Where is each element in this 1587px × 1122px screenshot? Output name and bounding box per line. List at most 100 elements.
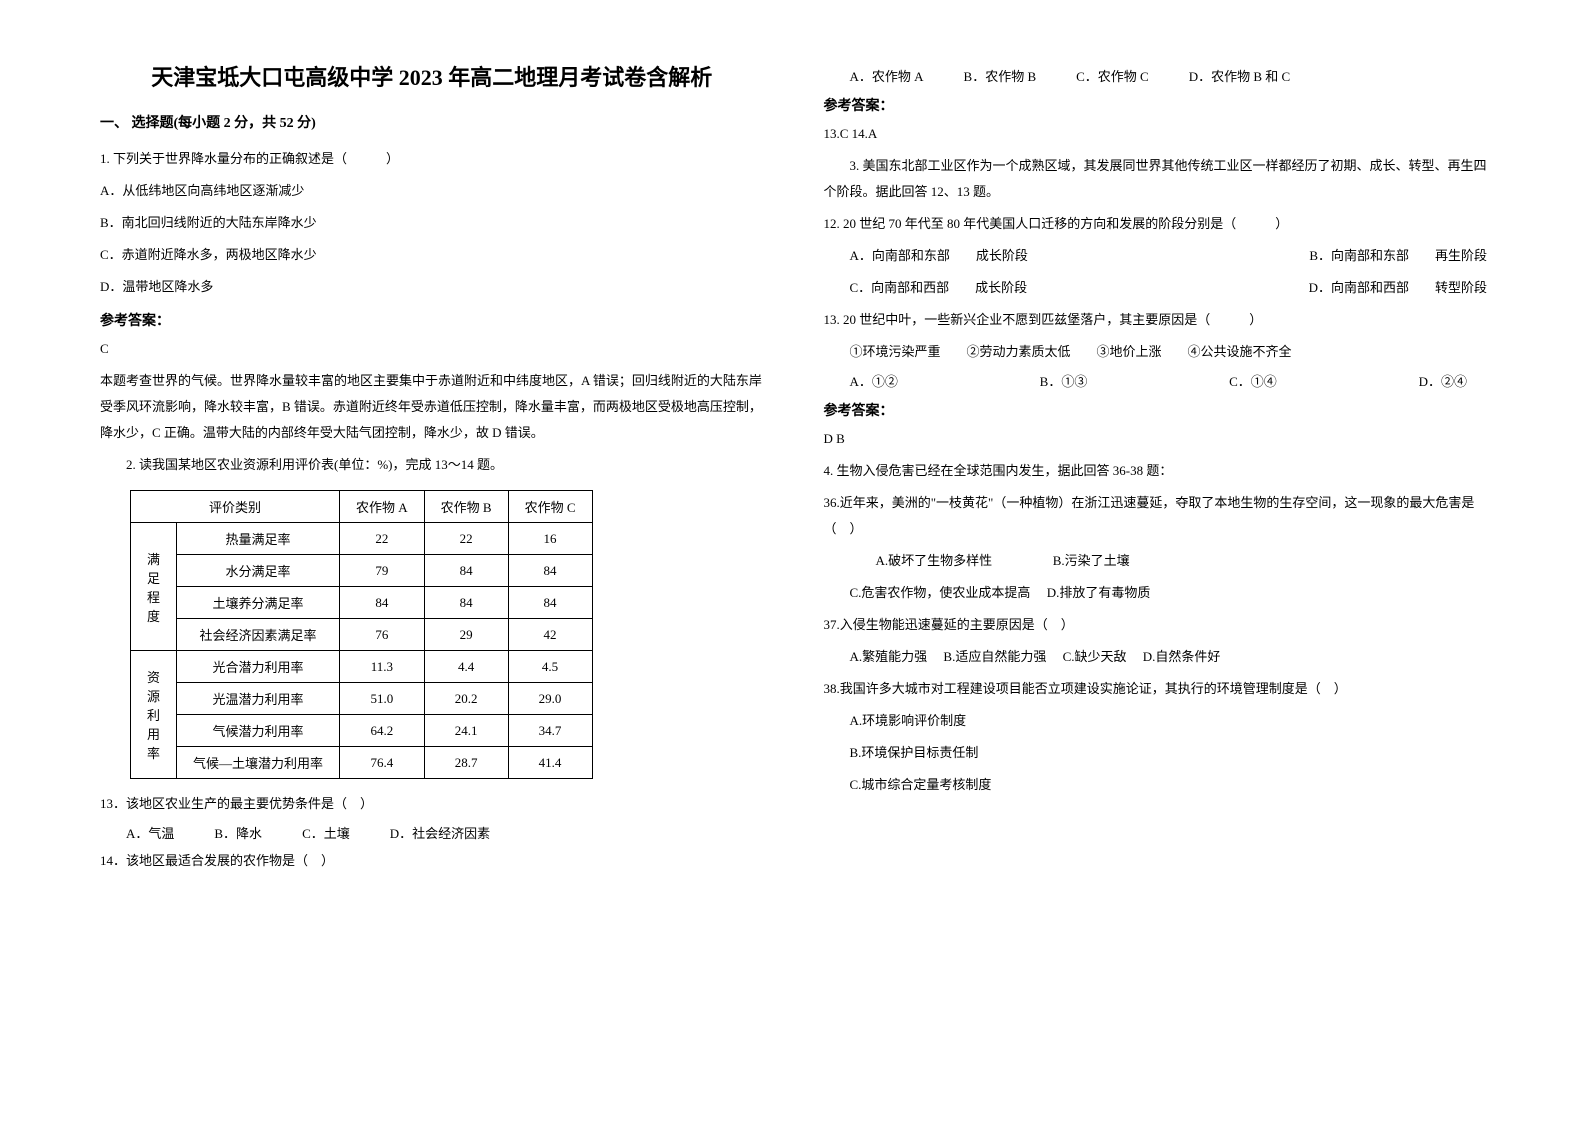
right-column: A．农作物 A B．农作物 B C．农作物 C D．农作物 B 和 C 参考答案… bbox=[824, 60, 1488, 1062]
cell: 79 bbox=[340, 555, 425, 587]
q3-13-options: A．①② B．①③ C．①④ D．②④ bbox=[824, 371, 1488, 390]
q2-13-a: A．气温 bbox=[126, 823, 174, 842]
q2-14-b: B．农作物 B bbox=[964, 66, 1037, 85]
q3-13-b: B．①③ bbox=[1040, 371, 1088, 390]
q2-14-d: D．农作物 B 和 C bbox=[1189, 66, 1290, 85]
doc-title: 天津宝坻大口屯高级中学 2023 年高二地理月考试卷含解析 bbox=[100, 60, 764, 92]
q4-36-row2: C.危害农作物，使农业成本提高 D.排放了有毒物质 bbox=[824, 580, 1488, 606]
q4-36-row1: A.破坏了生物多样性 B.污染了土壤 bbox=[824, 548, 1488, 574]
th-category: 评价类别 bbox=[131, 491, 340, 523]
cell: 4.5 bbox=[508, 651, 592, 683]
q1-opt-a: A．从低纬地区向高纬地区逐渐减少 bbox=[100, 178, 764, 204]
q2-14-a: A．农作物 A bbox=[850, 66, 924, 85]
cell: 28.7 bbox=[424, 747, 508, 779]
q4-37-opts: A.繁殖能力强 B.适应自然能力强 C.缺少天敌 D.自然条件好 bbox=[824, 644, 1488, 670]
q1-stem: 1. 下列关于世界降水量分布的正确叙述是（ ） bbox=[100, 146, 764, 172]
q2-13-options: A．气温 B．降水 C．土壤 D．社会经济因素 bbox=[126, 823, 764, 842]
cell: 84 bbox=[508, 555, 592, 587]
group-util: 资源利用率 bbox=[131, 651, 177, 779]
q4-37-stem: 37.入侵生物能迅速蔓延的主要原因是（ ） bbox=[824, 612, 1488, 638]
cell: 22 bbox=[340, 523, 425, 555]
q1-explain: 本题考查世界的气候。世界降水量较丰富的地区主要集中于赤道附近和中纬度地区，A 错… bbox=[100, 368, 764, 446]
row-temp: 光温潜力利用率 bbox=[177, 683, 340, 715]
th-cropC: 农作物 C bbox=[508, 491, 592, 523]
row-econ: 社会经济因素满足率 bbox=[177, 619, 340, 651]
q3-12-row2: C．向南部和西部 成长阶段 D．向南部和西部 转型阶段 bbox=[824, 275, 1488, 301]
q2-ans-label: 参考答案： bbox=[824, 95, 1488, 115]
q1-opt-c: C．赤道附近降水多，两极地区降水少 bbox=[100, 242, 764, 268]
q4-36-stem: 36.近年来，美洲的"一枝黄花"（一种植物）在浙江迅速蔓延，夺取了本地生物的生存… bbox=[824, 490, 1488, 542]
q3-ans-label: 参考答案： bbox=[824, 400, 1488, 420]
q3-12-b: B．向南部和东部 再生阶段 bbox=[1309, 243, 1487, 269]
group-satisfy: 满足程度 bbox=[131, 523, 177, 651]
q3-12-a: A．向南部和东部 成长阶段 bbox=[824, 243, 1028, 269]
cell: 20.2 bbox=[424, 683, 508, 715]
q4-38-b: B.环境保护目标责任制 bbox=[824, 740, 1488, 766]
q4-37-a: A.繁殖能力强 bbox=[850, 649, 928, 664]
row-heat: 热量满足率 bbox=[177, 523, 340, 555]
row-climate: 气候潜力利用率 bbox=[177, 715, 340, 747]
q3-intro: 3. 美国东北部工业区作为一个成熟区域，其发展同世界其他传统工业区一样都经历了初… bbox=[824, 153, 1488, 205]
q2-13-d: D．社会经济因素 bbox=[390, 823, 490, 842]
q3-13-a: A．①② bbox=[850, 371, 898, 390]
q4-36-d: D.排放了有毒物质 bbox=[1047, 585, 1151, 600]
q3-12-c: C．向南部和西部 成长阶段 bbox=[824, 275, 1028, 301]
q3-12-stem: 12. 20 世纪 70 年代至 80 年代美国人口迁移的方向和发展的阶段分别是… bbox=[824, 211, 1488, 237]
crop-table: 评价类别 农作物 A 农作物 B 农作物 C 满足程度 热量满足率 22 22 … bbox=[130, 490, 593, 779]
q3-13-items: ①环境污染严重 ②劳动力素质太低 ③地价上涨 ④公共设施不齐全 bbox=[824, 339, 1488, 365]
cell: 29 bbox=[424, 619, 508, 651]
cell: 41.4 bbox=[508, 747, 592, 779]
q4-37-c: C.缺少天敌 bbox=[1063, 649, 1127, 664]
cell: 11.3 bbox=[340, 651, 425, 683]
cell: 51.0 bbox=[340, 683, 425, 715]
cell: 76 bbox=[340, 619, 425, 651]
cell: 16 bbox=[508, 523, 592, 555]
cell: 84 bbox=[340, 587, 425, 619]
cell: 84 bbox=[424, 587, 508, 619]
section-header: 一、 选择题(每小题 2 分，共 52 分) bbox=[100, 112, 764, 132]
cell: 64.2 bbox=[340, 715, 425, 747]
q2-intro: 2. 读我国某地区农业资源利用评价表(单位：%)，完成 13～14 题。 bbox=[100, 452, 764, 478]
q1-opt-b: B．南北回归线附近的大陆东岸降水少 bbox=[100, 210, 764, 236]
cell: 34.7 bbox=[508, 715, 592, 747]
row-water: 水分满足率 bbox=[177, 555, 340, 587]
q4-37-d: D.自然条件好 bbox=[1143, 649, 1221, 664]
q3-12-row1: A．向南部和东部 成长阶段 B．向南部和东部 再生阶段 bbox=[824, 243, 1488, 269]
q4-36-a: A.破坏了生物多样性 bbox=[850, 548, 1050, 574]
q3-12-d: D．向南部和西部 转型阶段 bbox=[1309, 275, 1487, 301]
q4-37-b: B.适应自然能力强 bbox=[943, 649, 1046, 664]
q4-intro: 4. 生物入侵危害已经在全球范围内发生，据此回答 36-38 题： bbox=[824, 458, 1488, 484]
cell: 42 bbox=[508, 619, 592, 651]
q4-38-c: C.城市综合定量考核制度 bbox=[824, 772, 1488, 798]
q2-ans: 13.C 14.A bbox=[824, 121, 1488, 147]
q2-13-b: B．降水 bbox=[214, 823, 262, 842]
q4-38-stem: 38.我国许多大城市对工程建设项目能否立项建设实施论证，其执行的环境管理制度是（… bbox=[824, 676, 1488, 702]
cell: 29.0 bbox=[508, 683, 592, 715]
q3-ans: D B bbox=[824, 426, 1488, 452]
cell: 84 bbox=[508, 587, 592, 619]
q4-38-a: A.环境影响评价制度 bbox=[824, 708, 1488, 734]
cell: 84 bbox=[424, 555, 508, 587]
q2-13-c: C．土壤 bbox=[302, 823, 350, 842]
q2-14-c: C．农作物 C bbox=[1076, 66, 1149, 85]
th-cropB: 农作物 B bbox=[424, 491, 508, 523]
q3-13-stem: 13. 20 世纪中叶，一些新兴企业不愿到匹兹堡落户，其主要原因是（ ） bbox=[824, 307, 1488, 333]
q4-36-c: C.危害农作物，使农业成本提高 bbox=[850, 585, 1031, 600]
row-climate-soil: 气候—土壤潜力利用率 bbox=[177, 747, 340, 779]
cell: 22 bbox=[424, 523, 508, 555]
q2-13-stem: 13．该地区农业生产的最主要优势条件是（ ） bbox=[100, 791, 764, 817]
q4-36-b: B.污染了土壤 bbox=[1053, 553, 1130, 568]
left-column: 天津宝坻大口屯高级中学 2023 年高二地理月考试卷含解析 一、 选择题(每小题… bbox=[100, 60, 764, 1062]
q3-13-d: D．②④ bbox=[1419, 371, 1467, 390]
q1-ans: C bbox=[100, 336, 764, 362]
cell: 76.4 bbox=[340, 747, 425, 779]
q2-14-stem: 14．该地区最适合发展的农作物是（ ） bbox=[100, 848, 764, 874]
cell: 4.4 bbox=[424, 651, 508, 683]
row-soil: 土壤养分满足率 bbox=[177, 587, 340, 619]
row-photo: 光合潜力利用率 bbox=[177, 651, 340, 683]
q1-ans-label: 参考答案： bbox=[100, 310, 764, 330]
q1-opt-d: D．温带地区降水多 bbox=[100, 274, 764, 300]
q2-14-options: A．农作物 A B．农作物 B C．农作物 C D．农作物 B 和 C bbox=[850, 66, 1488, 85]
q3-13-c: C．①④ bbox=[1229, 371, 1277, 390]
th-cropA: 农作物 A bbox=[340, 491, 425, 523]
